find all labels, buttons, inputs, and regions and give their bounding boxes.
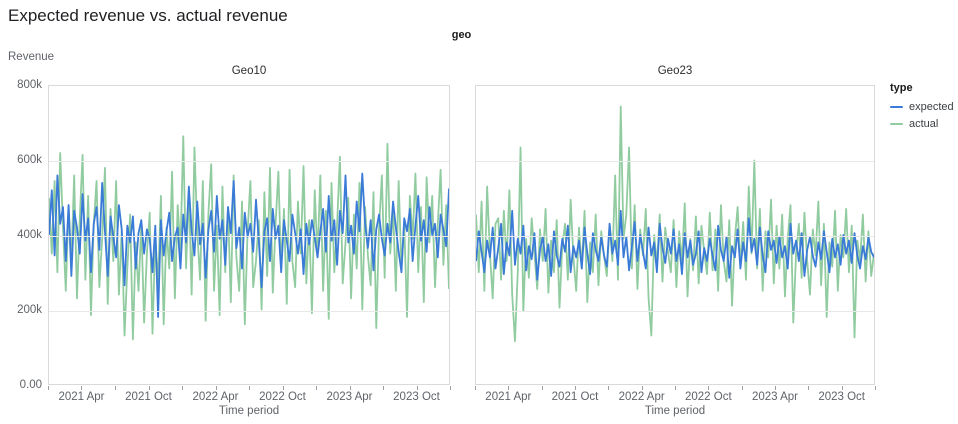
x-axis-ticks: 2021 Apr 2021 Oct 2022 Apr 2022 Oct 2023 Apr… [475,385,876,419]
x-tick-mark [608,386,610,390]
x-tick-label: 2022 Apr [618,391,665,403]
y-axis-title: Revenue [8,51,55,63]
x-tick-mark [450,386,451,390]
x-tick-mark [708,386,710,390]
x-tick-mark [675,386,676,390]
facet-panel-geo10: Geo10 2021 Apr 2021 Oct 2022 Apr 2022 Oct 20… [48,65,451,417]
gridline [49,236,449,237]
x-tick-mark [641,386,643,390]
x-tick-label: 2023 Oct [393,391,440,403]
x-axis-ticks: 2021 Apr 2021 Oct 2022 Apr 2022 Oct 2023 Apr… [48,385,451,419]
legend-item-expected[interactable]: expected [890,101,954,113]
x-tick-mark [475,386,476,390]
series-line-actual [49,136,449,339]
facet-panel-geo23: Geo23 2021 Apr 2021 Oct 2022 Apr 2022 Oct 20… [475,65,876,417]
x-tick-mark [875,386,876,390]
facet-panel-title: Geo23 [657,65,693,77]
x-tick-mark [741,386,743,390]
legend-item-label: expected [909,101,954,113]
plot-area [475,85,875,385]
x-axis-title: Time period [644,405,706,417]
x-tick-mark [508,386,510,390]
gridline [49,161,449,162]
x-tick-mark [416,386,418,390]
gridline [476,161,874,162]
series-line-expected [476,211,874,280]
facet-field-label: geo [451,29,472,41]
x-tick-mark [315,386,317,390]
series-line-expected [49,174,449,317]
x-tick-mark [249,386,250,390]
x-tick-label: 2021 Oct [125,391,172,403]
x-tick-label: 2021 Apr [485,391,532,403]
y-tick-label: 0.00 [19,379,42,391]
x-tick-mark [541,386,543,390]
y-tick-label: 400k [17,229,42,241]
x-tick-mark [349,386,351,390]
gridline [476,311,874,312]
x-tick-mark [81,386,83,390]
line-plot-svg [49,86,449,384]
x-tick-mark [148,386,150,390]
chart-title: Expected revenue vs. actual revenue [8,6,288,25]
actual-series-swatch-icon [890,122,903,126]
x-tick-label: 2022 Apr [192,391,239,403]
facet-panel-title: Geo10 [231,65,267,77]
legend-item-actual[interactable]: actual [890,118,954,130]
x-tick-mark [575,386,576,390]
x-tick-mark [215,386,217,390]
x-axis-title: Time period [218,405,280,417]
plot-area [48,85,450,385]
x-tick-label: 2023 Apr [751,391,799,403]
x-tick-label: 2022 Oct [259,391,306,403]
gridline [49,311,449,312]
x-tick-label: 2021 Apr [58,391,105,403]
y-tick-label: 200k [17,304,42,316]
series-line-actual [476,106,874,341]
x-tick-mark [775,386,776,390]
legend: type expected actual [890,82,954,135]
x-tick-mark [181,386,183,390]
gridline [476,236,874,237]
x-tick-mark [114,386,116,390]
x-tick-label: 2023 Apr [326,391,373,403]
x-tick-mark [48,386,49,390]
line-plot-svg [476,86,874,384]
x-tick-mark [841,386,843,390]
x-tick-label: 2023 Oct [818,391,865,403]
x-tick-mark [282,386,284,390]
x-tick-mark [808,386,810,390]
legend-item-label: actual [909,118,939,130]
x-tick-mark [383,386,384,390]
legend-title: type [890,82,913,94]
y-tick-label: 600k [17,154,42,166]
x-tick-label: 2021 Oct [551,391,599,403]
y-tick-label: 800k [17,79,42,91]
expected-series-swatch-icon [890,105,903,109]
x-tick-label: 2022 Oct [684,391,732,403]
